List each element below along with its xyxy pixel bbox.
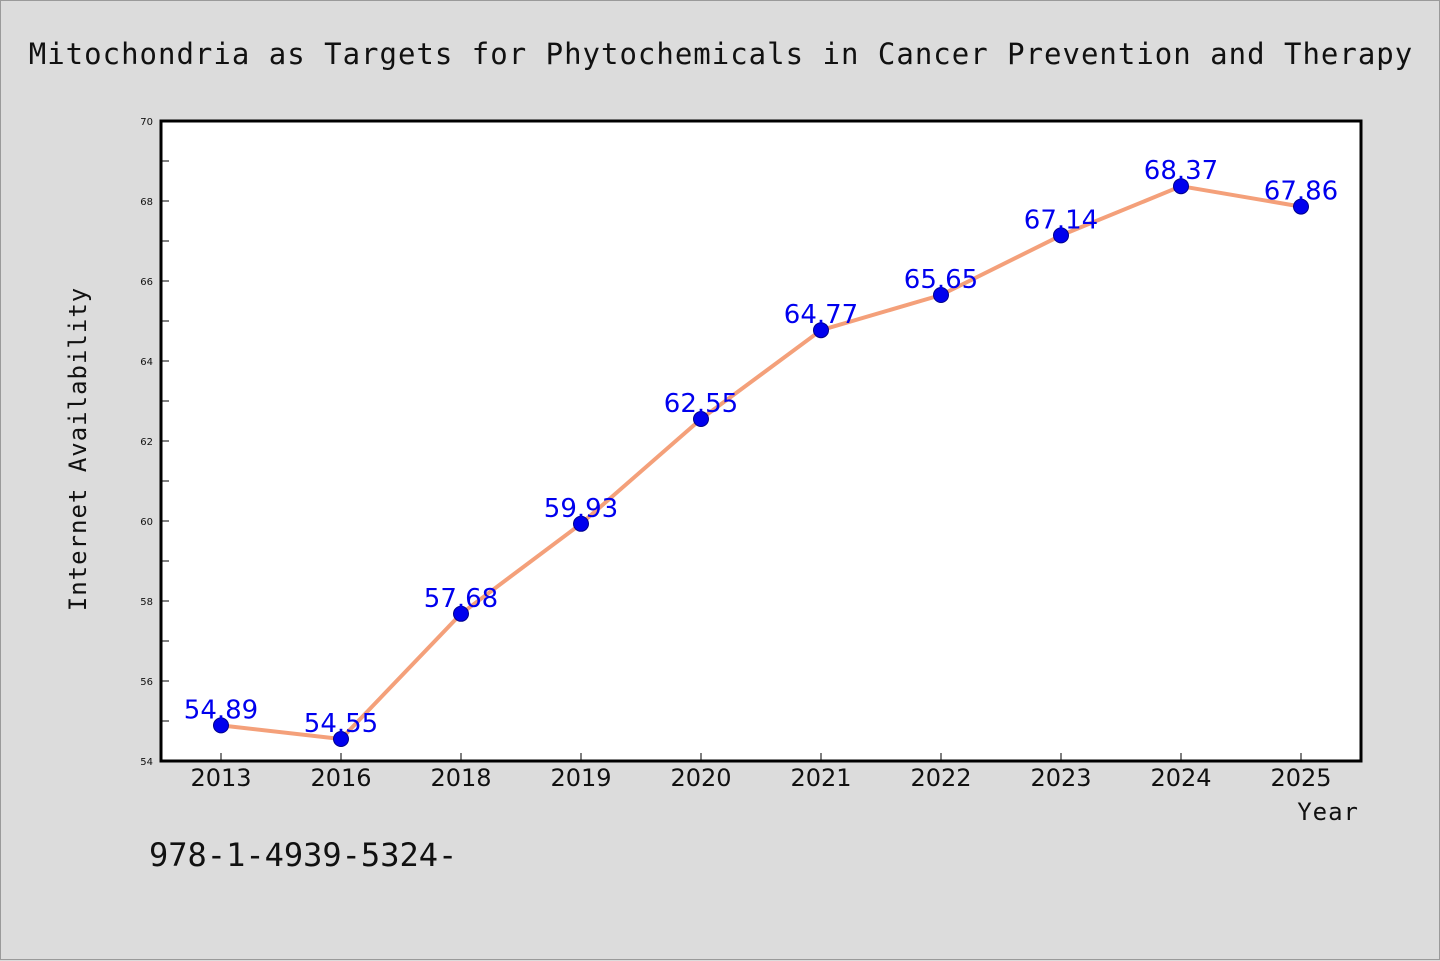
y-tick-label: 60 (140, 517, 153, 528)
data-point (453, 605, 469, 622)
y-tick-label: 62 (140, 437, 153, 448)
data-label: 59.93 (544, 494, 618, 524)
series-group: 54.89 54.55 57.68 59.93 62.55 64.77 65.65 67.14… (184, 156, 1338, 747)
y-axis-label: Internet Availability (64, 287, 92, 611)
x-axis: 2013 2016 2018 2019 2020 2021 2022 2023 2024 2025 (190, 753, 1332, 792)
y-tick-label: 66 (140, 277, 153, 288)
data-label: 67.14 (1024, 205, 1098, 235)
data-point (333, 731, 349, 747)
y-tick-label: 64 (140, 357, 153, 368)
data-point (1053, 227, 1069, 244)
x-tick-label: 2023 (1030, 764, 1091, 792)
data-point (693, 411, 709, 427)
data-label: 65.65 (904, 265, 978, 295)
y-axis: 54 56 58 60 62 64 66 68 70 (140, 117, 169, 768)
data-point (933, 287, 949, 303)
x-tick-label: 2013 (190, 764, 251, 792)
x-tick-label: 2021 (790, 764, 851, 792)
data-point (1293, 198, 1309, 215)
data-point (213, 717, 229, 734)
y-tick-label: 68 (140, 197, 153, 208)
x-tick-label: 2024 (1150, 764, 1211, 792)
chart-title: Mitochondria as Targets for Phytochemica… (29, 37, 1413, 71)
data-point (1173, 178, 1189, 195)
x-tick-label: 2020 (670, 764, 731, 792)
isbn-annotation: 978-1-4939-5324- (149, 836, 457, 874)
x-axis-label: Year (1297, 798, 1359, 826)
data-label: 67.86 (1264, 177, 1338, 207)
data-label: 57.68 (424, 584, 498, 614)
y-tick-label: 58 (140, 597, 153, 608)
x-tick-label: 2025 (1270, 764, 1331, 792)
x-tick-label: 2019 (550, 764, 611, 792)
x-tick-label: 2022 (910, 764, 971, 792)
x-tick-label: 2016 (310, 764, 371, 792)
data-label: 64.77 (784, 300, 858, 330)
data-point (573, 515, 589, 532)
data-point (813, 322, 829, 339)
data-label: 62.55 (664, 389, 738, 419)
series-line (220, 184, 1302, 741)
y-tick-label: 70 (140, 117, 153, 128)
data-label: 54.55 (304, 709, 378, 739)
y-tick-label: 54 (140, 757, 153, 768)
plot-area (159, 119, 1363, 763)
data-label: 68.37 (1144, 156, 1218, 186)
data-label: 54.89 (184, 695, 258, 725)
y-tick-label: 56 (140, 677, 153, 688)
x-tick-label: 2018 (430, 764, 491, 792)
